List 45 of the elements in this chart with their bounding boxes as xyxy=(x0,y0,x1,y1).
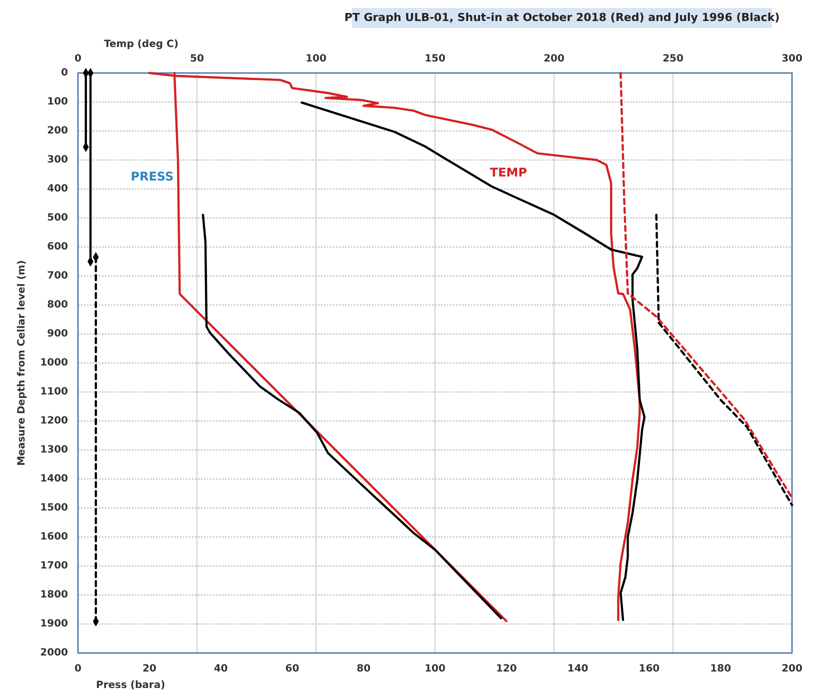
series-label: PRESS xyxy=(130,170,174,184)
y-tick-label: 600 xyxy=(47,242,68,253)
y-tick-label: 800 xyxy=(47,300,68,311)
series-label: TEMP xyxy=(490,165,528,180)
x2-tick-label: 100 xyxy=(306,54,326,65)
y-tick-label: 2000 xyxy=(40,648,68,659)
y-tick-label: 1000 xyxy=(40,358,68,369)
x2-tick-label: 300 xyxy=(782,54,802,65)
x-tick-label: 160 xyxy=(638,664,660,675)
x-tick-label: 0 xyxy=(74,664,82,675)
x-tick-label: 40 xyxy=(214,664,228,675)
y-tick-label: 500 xyxy=(47,212,68,224)
x2-tick-label: 0 xyxy=(74,54,82,65)
x2-tick-label: 150 xyxy=(424,54,446,65)
x2-axis-title: Temp (deg C) xyxy=(104,39,178,50)
x-tick-label: 140 xyxy=(567,664,588,675)
y-tick-label: 1500 xyxy=(40,502,68,514)
chart-title: PT Graph ULB-01, Shut-in at October 2018 (Red) and July 1996 (Black) xyxy=(344,11,780,24)
y-tick-label: 900 xyxy=(47,328,68,340)
y-tick-label: 300 xyxy=(47,154,68,166)
x-axis-title: Press (bara) xyxy=(96,680,166,691)
x2-tick-label: 200 xyxy=(544,54,564,65)
x-tick-label: 100 xyxy=(424,664,446,675)
x-tick-label: 60 xyxy=(285,664,300,675)
x2-tick-label: 50 xyxy=(190,54,204,65)
y-tick-label: 700 xyxy=(47,270,68,282)
y-tick-label: 1700 xyxy=(40,560,68,572)
x2-tick-label: 250 xyxy=(662,54,684,65)
y-tick-label: 400 xyxy=(47,184,68,195)
y-tick-label: 1400 xyxy=(40,474,68,485)
y-tick-label: 0 xyxy=(61,68,68,79)
y-tick-label: 1100 xyxy=(40,386,68,398)
y-tick-label: 1600 xyxy=(40,532,68,543)
x-tick-label: 20 xyxy=(142,664,156,675)
y-tick-label: 1900 xyxy=(40,618,68,630)
y-tick-label: 100 xyxy=(47,96,68,108)
x-tick-label: 120 xyxy=(496,664,517,675)
x-tick-label: 180 xyxy=(710,664,732,675)
x-tick-label: 80 xyxy=(356,664,371,675)
y-tick-label: 1800 xyxy=(40,590,68,601)
y-axis-title: Measure Depth from Cellar level (m) xyxy=(16,260,28,466)
y-tick-label: 1300 xyxy=(40,444,68,456)
y-tick-label: 1200 xyxy=(40,416,68,427)
y-tick-label: 200 xyxy=(47,126,68,137)
x-tick-label: 200 xyxy=(782,664,802,675)
